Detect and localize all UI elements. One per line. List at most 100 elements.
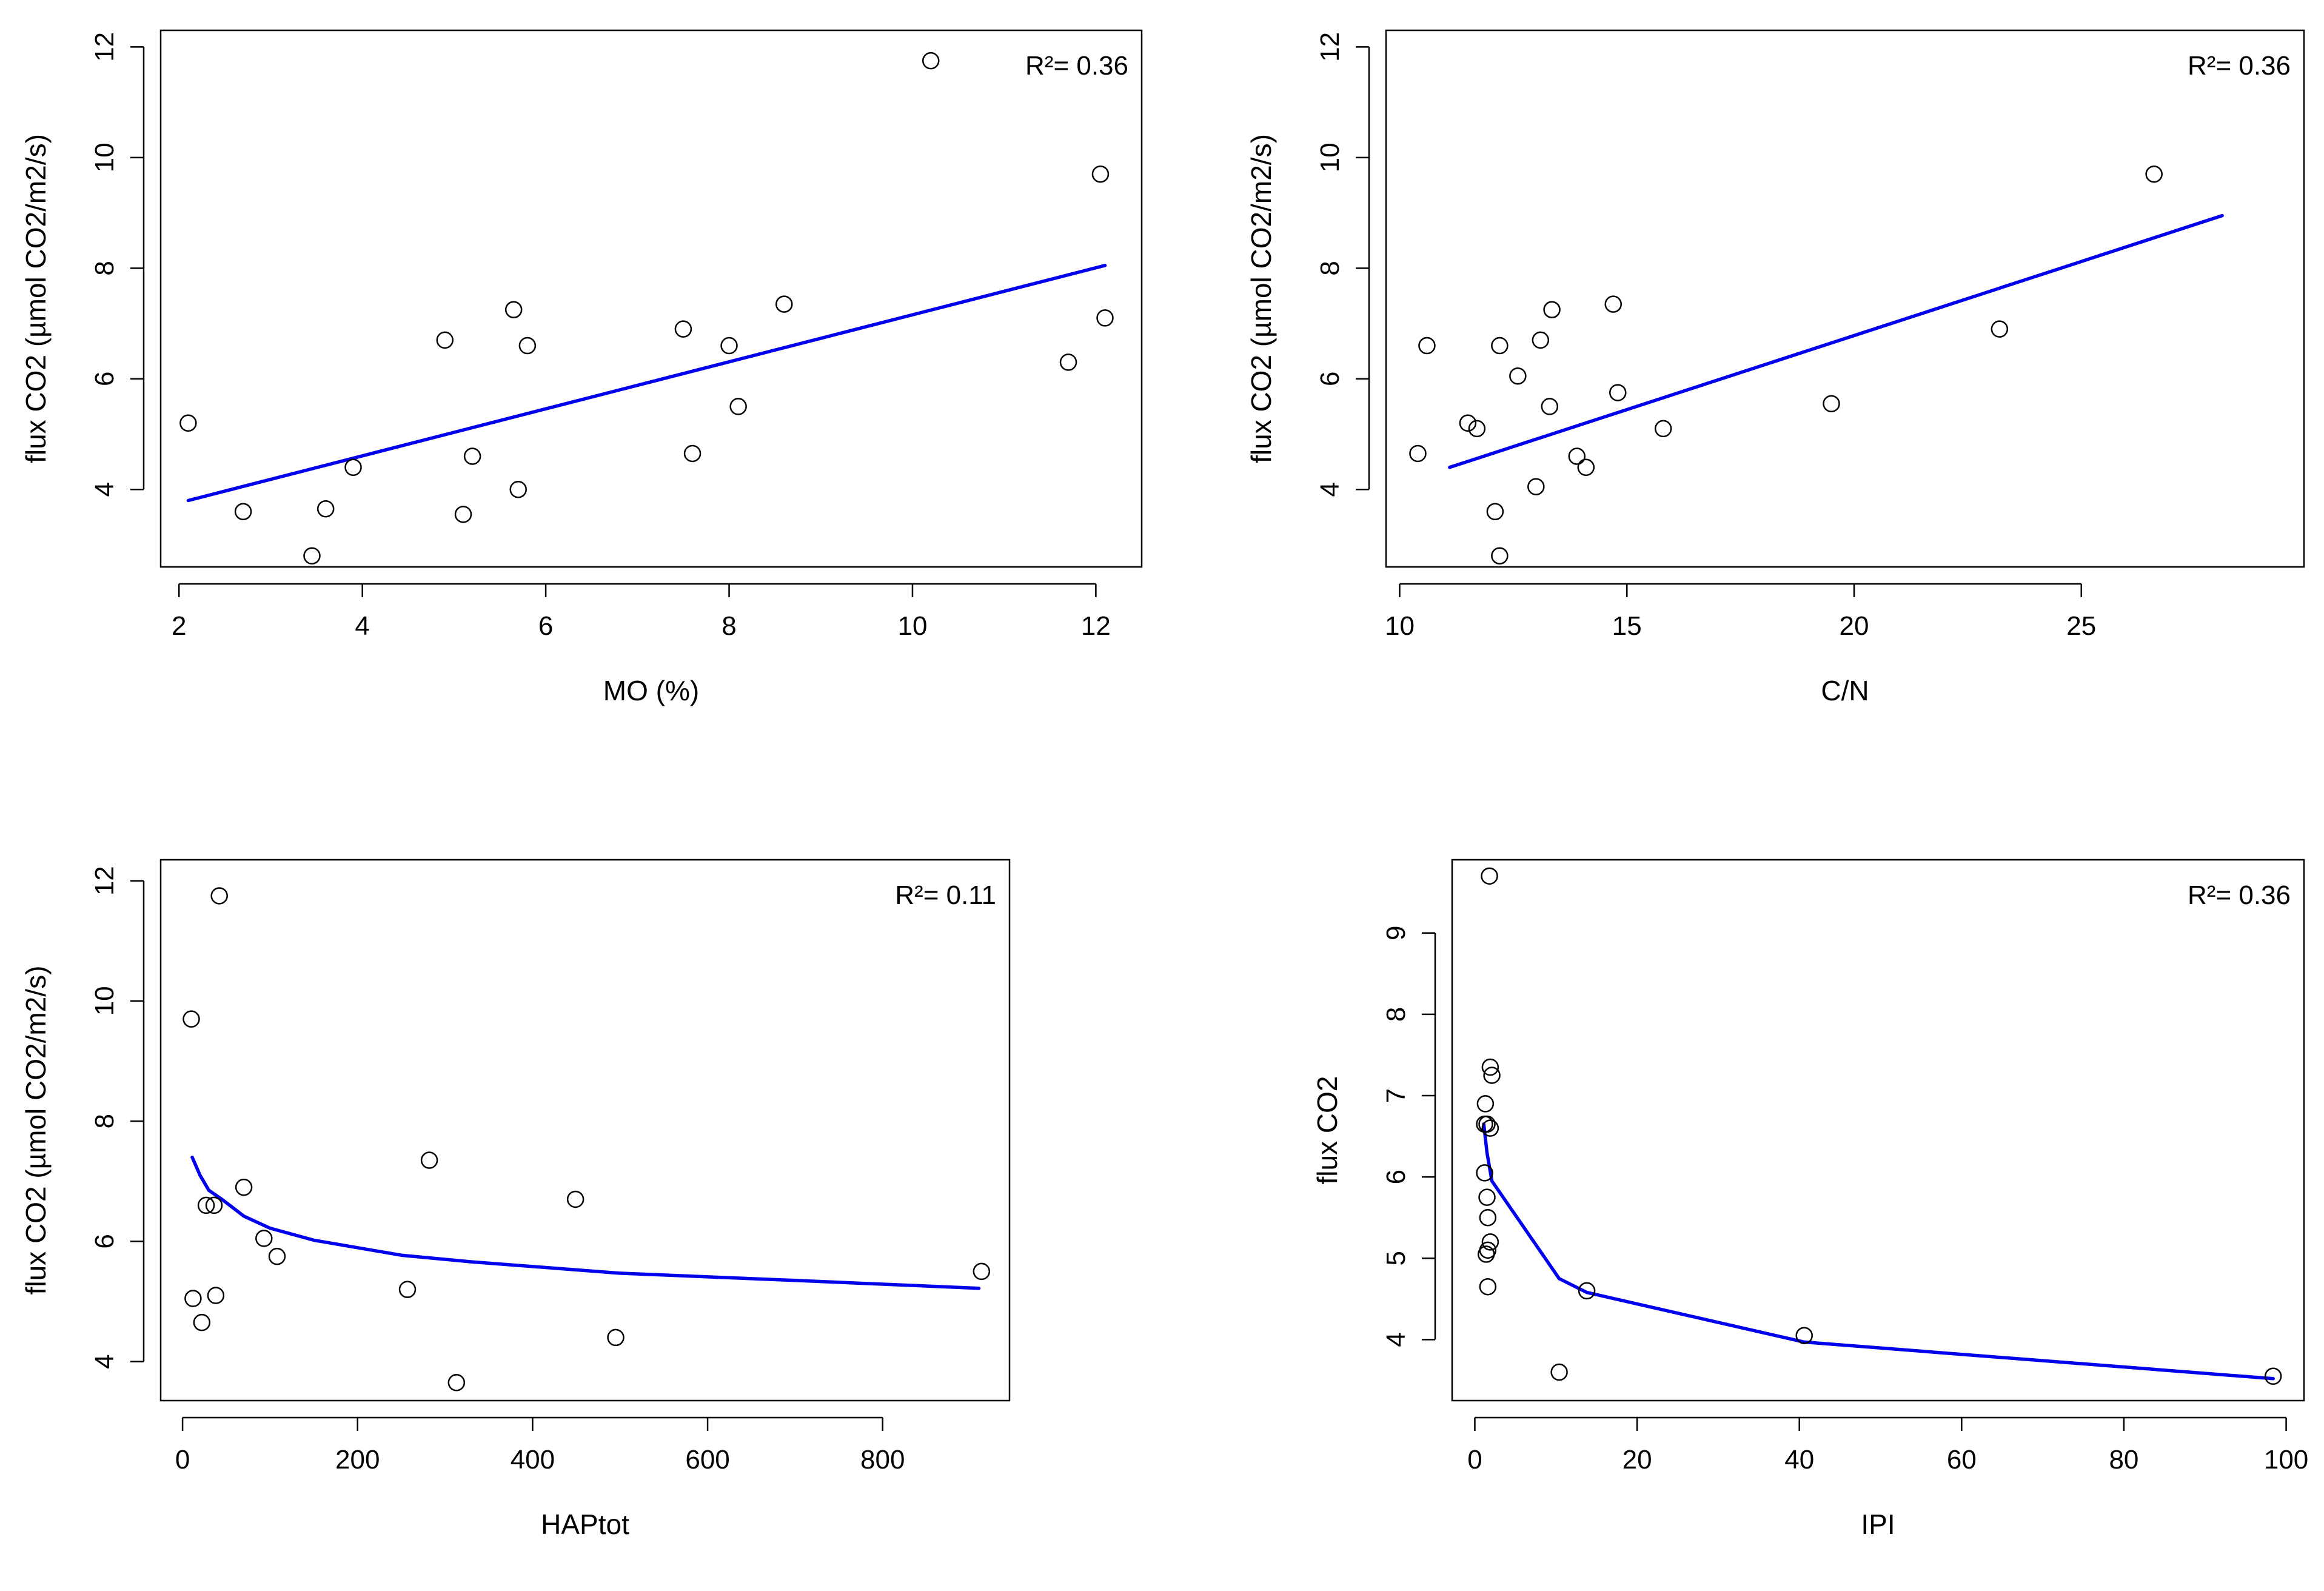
data-point — [303, 547, 321, 565]
x-tick-label: 400 — [511, 1445, 555, 1475]
data-point — [436, 331, 454, 349]
data-point — [566, 1190, 584, 1208]
data-point — [1481, 1119, 1499, 1137]
data-point — [1096, 309, 1114, 327]
y-tick-label: 9 — [1381, 925, 1411, 940]
x-axis: 10 15 20 25 — [1385, 583, 2096, 641]
data-point — [1543, 301, 1561, 318]
r-squared-label: R²= 0.36 — [2188, 880, 2291, 910]
y-tick-label: 8 — [90, 1114, 119, 1128]
data-point — [1568, 447, 1586, 465]
data-point — [674, 320, 692, 338]
x-tick-label: 25 — [2066, 611, 2096, 641]
data-point — [1491, 337, 1509, 355]
data-point — [1577, 458, 1595, 477]
y-tick-label: 6 — [1381, 1170, 1411, 1184]
data-point — [1481, 867, 1498, 885]
data-point — [1532, 331, 1550, 349]
data-point — [420, 1151, 438, 1169]
x-tick-label: 40 — [1784, 1445, 1814, 1475]
y-tick-label: 8 — [1381, 1007, 1411, 1022]
x-tick-label: 4 — [355, 611, 369, 641]
data-point — [1418, 337, 1436, 355]
data-point — [268, 1247, 286, 1265]
data-point — [447, 1374, 466, 1392]
data-point — [1509, 367, 1527, 385]
plot-frame — [1385, 29, 2305, 568]
y-tick-label: 4 — [1315, 482, 1345, 497]
y-tick-label: 8 — [90, 261, 119, 275]
panel-bottom-right: 0 20 40 60 80 100 4 5 6 7 8 9 IPI flux CO2 R²= 0.36 — [1311, 859, 2308, 1540]
data-point — [518, 337, 537, 355]
data-point — [179, 414, 197, 432]
y-axis-label: flux CO2 (µmol CO2/m2/s) — [20, 966, 52, 1295]
data-point — [1550, 1363, 1568, 1381]
y-tick-label: 6 — [90, 1234, 119, 1248]
x-tick-label: 200 — [335, 1445, 380, 1475]
y-tick-label: 6 — [1315, 372, 1345, 386]
data-point — [1468, 420, 1486, 438]
data-point — [210, 887, 228, 905]
data-point — [316, 500, 335, 518]
fit-line — [1448, 213, 2224, 469]
panel-bottom-left: 0 200 400 600 800 4 6 8 10 12 HAPtot flux CO2 (µmol… — [20, 859, 1011, 1540]
data-point — [1654, 420, 1672, 438]
data-point — [1486, 503, 1504, 521]
data-point — [1477, 1245, 1495, 1263]
y-tick-label: 5 — [1381, 1251, 1411, 1265]
plot-frame — [1451, 859, 2305, 1402]
x-axis-label: HAPtot — [541, 1509, 629, 1540]
data-point — [1409, 444, 1427, 463]
y-tick-label: 10 — [90, 986, 119, 1016]
x-tick-label: 100 — [2264, 1445, 2308, 1475]
fit-line — [190, 1155, 981, 1290]
x-tick-label: 10 — [1385, 611, 1415, 641]
y-axis: 4 6 8 10 12 — [90, 32, 145, 497]
data-point — [504, 301, 523, 318]
y-tick-label: 12 — [90, 866, 119, 896]
x-tick-label: 60 — [1947, 1445, 1977, 1475]
r-squared-label: R²= 0.36 — [2188, 51, 2291, 81]
y-axis: 4 6 8 10 12 — [90, 866, 145, 1369]
data-point — [255, 1230, 273, 1247]
data-point — [1478, 1188, 1496, 1206]
data-point — [1795, 1327, 1813, 1344]
data-point — [1476, 1164, 1493, 1182]
data-points — [1409, 165, 2163, 565]
data-point — [197, 1196, 215, 1214]
y-tick-label: 4 — [90, 1354, 119, 1368]
data-point — [1091, 165, 1110, 183]
y-tick-label: 7 — [1381, 1088, 1411, 1103]
y-tick-label: 6 — [90, 372, 119, 386]
x-tick-label: 0 — [175, 1445, 190, 1475]
fit-line — [186, 264, 1107, 503]
x-tick-label: 15 — [1612, 611, 1642, 641]
data-point — [1478, 1115, 1496, 1133]
data-point — [1459, 414, 1477, 432]
data-point — [1604, 295, 1622, 313]
data-points — [183, 887, 991, 1392]
y-axis: 4 5 6 7 8 9 — [1381, 925, 1436, 1347]
data-point — [205, 1196, 223, 1214]
x-tick-label: 20 — [1622, 1445, 1652, 1475]
data-points — [179, 52, 1114, 565]
data-point — [2264, 1367, 2282, 1385]
x-tick-label: 10 — [897, 611, 927, 641]
data-point — [1479, 1208, 1497, 1227]
data-point — [184, 1290, 202, 1307]
x-tick-label: 20 — [1840, 611, 1869, 641]
x-axis: 2 4 6 8 10 12 — [172, 583, 1111, 641]
x-tick-label: 600 — [685, 1445, 729, 1475]
fit-line — [1482, 1122, 2275, 1381]
data-point — [1541, 398, 1559, 415]
data-point — [607, 1328, 625, 1347]
data-point — [454, 506, 472, 523]
x-axis-label: MO (%) — [603, 675, 699, 706]
panel-top-right: 10 15 20 25 4 6 8 10 12 C/N flux CO2 (µmol CO2/m2/… — [1245, 29, 2305, 706]
data-point — [183, 1010, 200, 1028]
data-point — [193, 1313, 211, 1331]
y-axis-label: flux CO2 (µmol CO2/m2/s) — [1245, 134, 1277, 463]
data-point — [775, 295, 793, 313]
y-tick-label: 12 — [1315, 32, 1345, 62]
x-tick-label: 80 — [2109, 1445, 2138, 1475]
